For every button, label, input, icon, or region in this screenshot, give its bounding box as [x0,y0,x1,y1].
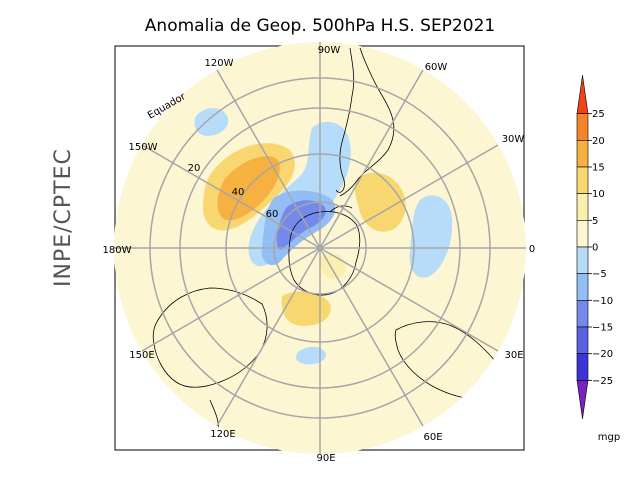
colorbar-band [576,193,589,221]
lon-label-90e: 90E [316,453,335,464]
lat-label-40: 40 [232,187,245,198]
meridian-60w [319,69,424,249]
negative-anomaly-drake-core [276,200,326,250]
figure-title: Anomalia de Geop. 500hPa H.S. SEP2021 [145,16,495,36]
polar-map [114,42,526,454]
colorbar-tick-label: −25 [592,376,613,387]
colorbar-band [576,140,589,168]
graticule [114,42,526,454]
coastline-south-america-east [339,47,395,197]
colorbar-tick-label: 0 [592,243,598,254]
meridian-150w [141,144,321,249]
lon-label-120e: 120E [210,429,235,440]
positive-anomaly-south-atlantic [354,172,406,232]
colorbar-band [576,326,589,354]
colorbar-band [576,300,589,328]
colorbar-tick-label: 5 [592,216,598,227]
meridian-30w [319,144,499,249]
negative-anomaly-indian [296,346,326,365]
colorbar-band [576,113,589,141]
lon-label-30e: 30E [504,350,523,361]
colorbar-tick-label: 25 [592,109,605,120]
colorbar-tick-label: 20 [592,136,605,147]
colorbar-band [576,246,589,274]
colorbar-band [576,166,589,194]
colorbar-band [576,220,589,248]
colorbar-band [576,273,589,301]
lon-label-60w: 60W [425,62,448,73]
lon-label-120w: 120W [205,58,234,69]
lon-label-150w: 150W [129,142,158,153]
lat-label-60: 60 [266,209,279,220]
meridian-30e [319,247,499,352]
coastline-australia [152,287,268,388]
colorbar-band [576,74,589,114]
meridian-150e [141,247,321,352]
colorbar-band [576,380,589,420]
lon-label-150e: 150E [129,350,154,361]
lon-label-90w: 90W [318,45,341,56]
colorbar: 25 20 15 10 5 0 −5 −10 −15 −20 −25 [576,74,613,420]
lon-label-0: 0 [529,244,535,255]
colorbar-tick-label: −10 [592,296,613,307]
meridian-120e [216,247,321,427]
negative-anomaly-far-pacific [194,107,229,136]
colorbar-tick-label: −15 [592,323,613,334]
colorbar-tick-label: −20 [592,349,613,360]
lon-label-30w: 30W [502,134,525,145]
colorbar-tick-label: 15 [592,163,605,174]
meridian-120w [216,69,321,249]
positive-anomaly-indian [281,291,331,326]
meridian-60e [319,247,424,427]
lon-label-180w: 180W [103,245,132,256]
colorbar-units: mgp [598,432,620,443]
colorbar-tick-label: −5 [592,269,607,280]
institution-label: INPE/CPTEC [51,148,76,287]
lat-label-20: 20 [188,163,201,174]
colorbar-band [576,353,589,381]
negative-anomaly-east-atlantic [409,195,453,278]
colorbar-tick-label: 10 [592,189,605,200]
lon-label-60e: 60E [423,432,442,443]
